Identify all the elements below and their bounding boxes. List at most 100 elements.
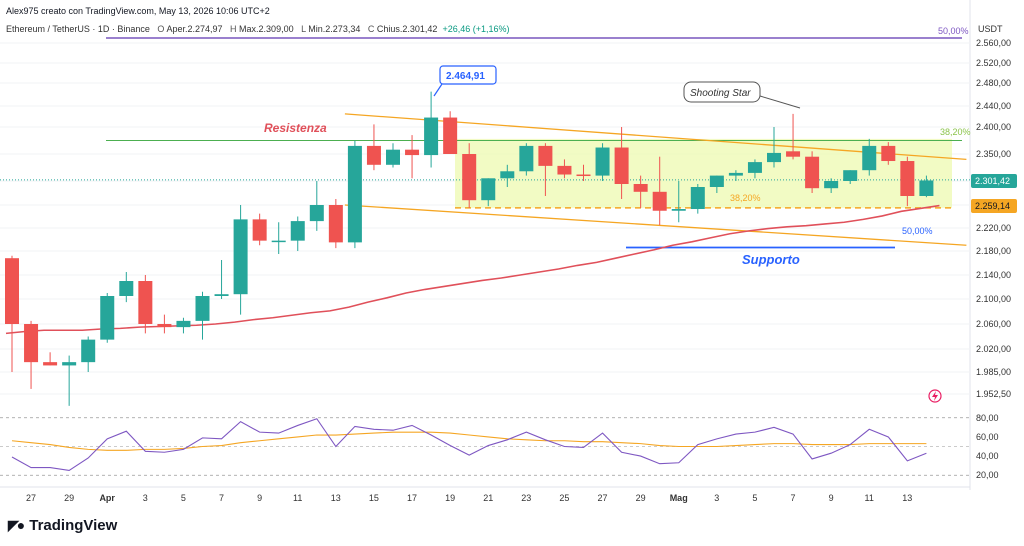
candle-body — [805, 156, 820, 189]
date-tick: 29 — [64, 493, 74, 503]
candle — [767, 127, 781, 168]
candle — [62, 355, 77, 406]
date-axis: 27 29 Apr 3 5 7 9 11 13 15 17 19 21 23 25 27 29 Mag 3 5 7 9 11… — [26, 493, 912, 503]
candle-body — [309, 205, 324, 222]
price-tick: 2.220,00 — [976, 223, 1011, 233]
candle — [500, 164, 515, 187]
candle — [366, 124, 381, 171]
date-tick: 7 — [219, 493, 224, 503]
date-tick: 3 — [143, 493, 148, 503]
date-tick: 27 — [597, 493, 607, 503]
date-tick: Mag — [670, 493, 688, 503]
date-tick: 15 — [369, 493, 379, 503]
candle — [786, 113, 801, 160]
high-label: H — [230, 24, 237, 34]
candle-body — [233, 219, 248, 295]
candle — [195, 291, 210, 340]
candle — [176, 317, 191, 334]
close-value: Chius.2.301,42 — [376, 24, 438, 34]
date-tick: 13 — [331, 493, 341, 503]
date-tick: 17 — [407, 493, 417, 503]
candle-body — [366, 145, 381, 165]
candle-body — [157, 324, 172, 328]
candle-body — [538, 145, 553, 166]
candle — [519, 143, 534, 176]
candle-body — [824, 181, 839, 189]
candle-body — [843, 170, 858, 181]
support-label: Supporto — [742, 252, 800, 267]
rsi-tick: 80,00 — [976, 413, 999, 423]
rsi-tick: 20,00 — [976, 470, 999, 480]
candle — [290, 216, 305, 251]
current-price-text: 2.301,42 — [975, 176, 1010, 186]
candle — [919, 175, 934, 198]
candle-body — [290, 221, 305, 241]
candle — [728, 170, 743, 181]
resistance-label: Resistenza — [264, 121, 327, 135]
candle-body — [728, 172, 743, 176]
candle — [576, 164, 591, 181]
open-value: Aper.2.274,97 — [166, 24, 223, 34]
price-tick: 2.140,00 — [976, 270, 1011, 280]
candle — [271, 222, 286, 254]
low-value: Min.2.273,34 — [308, 24, 361, 34]
candle-body — [900, 161, 915, 196]
price-tick: 2.520,00 — [976, 58, 1011, 68]
alert-bolt-icon[interactable] — [928, 389, 942, 403]
high-value: Max.2.309,00 — [239, 24, 294, 34]
candle-body — [881, 145, 896, 162]
tradingview-logo-icon: ◤● — [8, 517, 25, 533]
candle — [652, 156, 667, 226]
date-tick: 7 — [790, 493, 795, 503]
candle — [709, 175, 724, 193]
peak-price-label: 2.464,91 — [446, 71, 485, 82]
price-tick: 2.480,00 — [976, 78, 1011, 88]
candle — [671, 181, 686, 223]
candle-body — [24, 324, 39, 363]
date-tick: 27 — [26, 493, 36, 503]
candle — [462, 143, 477, 208]
candle — [43, 352, 58, 366]
date-tick: Apr — [99, 493, 115, 503]
shooting-star-callout: Shooting Star — [683, 81, 801, 109]
candle — [252, 213, 267, 246]
price-tick: 2.440,00 — [976, 101, 1011, 111]
candle — [690, 184, 705, 214]
candle-body — [557, 165, 572, 175]
candle — [633, 175, 648, 208]
date-tick: 5 — [752, 493, 757, 503]
peak-price-callout: 2.464,91 — [433, 65, 497, 97]
candle — [24, 320, 39, 389]
candle — [233, 205, 248, 315]
candle — [538, 143, 553, 196]
date-tick: 5 — [181, 493, 186, 503]
channel-lower-line — [344, 204, 967, 246]
candle-body — [195, 296, 210, 321]
date-tick: 11 — [293, 493, 302, 503]
rsi-tick: 40,00 — [976, 451, 999, 461]
price-tick: 2.400,00 — [976, 122, 1011, 132]
price-tick: 1.985,00 — [976, 367, 1011, 377]
candle — [862, 138, 877, 176]
candle — [900, 156, 915, 207]
date-tick: 3 — [714, 493, 719, 503]
current-price-badge: 2.301,42 — [971, 174, 1017, 188]
date-tick: 9 — [829, 493, 834, 503]
candle — [5, 255, 19, 372]
date-tick: 25 — [559, 493, 569, 503]
candle-body — [424, 117, 439, 156]
open-label: O — [157, 24, 165, 34]
close-label: C — [367, 24, 375, 34]
candle-body — [481, 178, 496, 201]
price-tick: 2.180,00 — [976, 246, 1011, 256]
date-tick: 21 — [483, 493, 493, 503]
grid-lines — [0, 42, 970, 395]
candle-body — [690, 187, 705, 210]
candle-body — [576, 174, 591, 177]
candle-body — [747, 162, 762, 173]
price-tick: 2.350,00 — [976, 149, 1011, 159]
date-tick: 9 — [257, 493, 262, 503]
candle-body — [652, 191, 667, 211]
rsi-ma-line — [11, 431, 927, 451]
